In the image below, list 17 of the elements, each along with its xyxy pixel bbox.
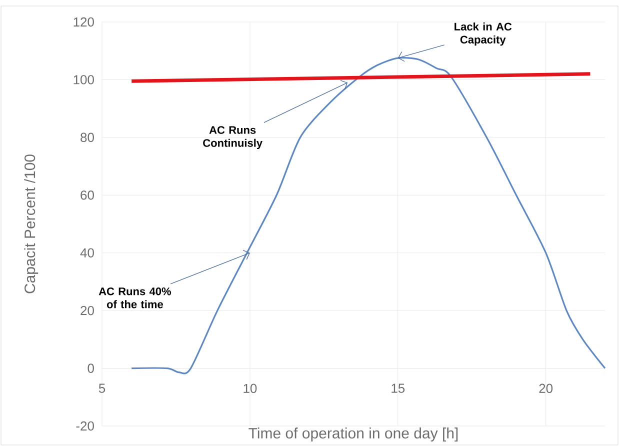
x-tick-label: 5 xyxy=(98,384,106,393)
y-tick-label: 120 xyxy=(74,17,94,27)
annotation: AC Runs 40% of the time xyxy=(98,287,172,308)
y-tick-label: 20 xyxy=(80,306,94,316)
y-tick-label: 80 xyxy=(80,132,94,142)
x-tick-label: 20 xyxy=(539,384,553,394)
y-tick-label: 0 xyxy=(88,364,94,373)
y-axis-title: Capacit Percent /100 xyxy=(24,154,38,294)
annotation: Lack in AC Capacity xyxy=(454,22,512,46)
y-tick-label: 60 xyxy=(80,190,94,200)
annotation: AC Runs Continuisly xyxy=(203,126,262,150)
y-tick-label: 100 xyxy=(74,75,94,84)
y-tick-label: 40 xyxy=(80,248,94,258)
x-tick-label: 15 xyxy=(392,384,405,393)
x-axis-title: Time of operation in one day [h] xyxy=(248,428,458,442)
y-tick-label: -20 xyxy=(76,421,94,431)
x-tick-label: 10 xyxy=(244,384,257,394)
